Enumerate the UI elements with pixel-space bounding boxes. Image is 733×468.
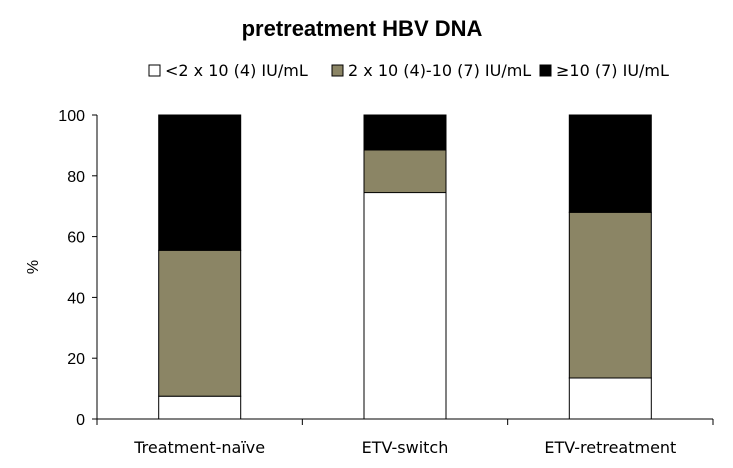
bar-etv-switch-series-3 [363, 114, 447, 151]
legend-swatch-1 [148, 64, 161, 77]
x-tick-label-1: Treatment-naïve [133, 438, 265, 457]
bars-group [158, 114, 652, 420]
bar-etv-switch-series-1 [363, 192, 447, 420]
legend: <2 x 10 (4) IU/mL 2 x 10 (4)-10 (7) IU/mL… [148, 61, 669, 80]
bar-etv-retreatment-series-1 [568, 377, 652, 420]
bar-treatment-na-ve-series-3 [158, 114, 242, 251]
y-tick-label-0: 0 [76, 412, 85, 429]
bar-etv-switch-series-2 [363, 149, 447, 194]
legend-swatch-2 [331, 64, 344, 77]
x-tick-label-3: ETV-retreatment [544, 438, 676, 457]
y-tick-label-40: 40 [67, 290, 85, 307]
bar-etv-retreatment-series-3 [568, 114, 652, 213]
y-tick-label-60: 60 [67, 230, 85, 247]
y-tick-label-80: 80 [67, 169, 85, 186]
chart-title: pretreatment HBV DNA [242, 16, 483, 41]
bar-treatment-na-ve-series-2 [158, 249, 242, 397]
bar-treatment-na-ve-series-1 [158, 395, 242, 420]
legend-label-1: <2 x 10 (4) IU/mL [165, 61, 308, 80]
y-axis-label: % [25, 260, 42, 274]
x-tick-label-2: ETV-switch [362, 438, 449, 457]
bar-etv-retreatment-series-2 [568, 211, 652, 379]
y-tick-label-20: 20 [67, 351, 85, 368]
y-tick-label-100: 100 [58, 108, 85, 125]
legend-swatch-3 [539, 64, 552, 77]
axes-group: 0 20 40 60 80 100 Treatment-naïve ETV-switch ETV… [58, 108, 714, 457]
legend-label-2: 2 x 10 (4)-10 (7) IU/mL [348, 61, 531, 80]
legend-label-3: ≥10 (7) IU/mL [556, 61, 669, 80]
